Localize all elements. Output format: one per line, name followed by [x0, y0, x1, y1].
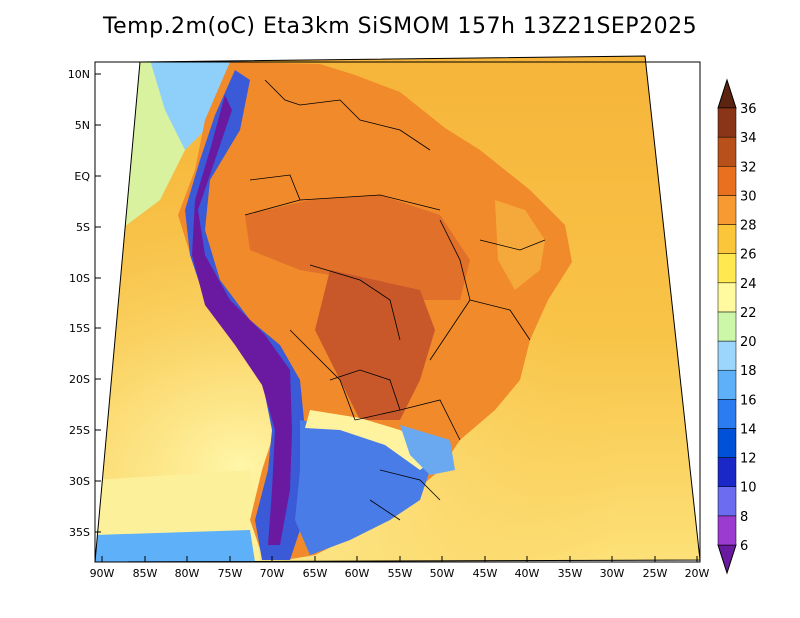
lat-label: 5S: [76, 221, 90, 234]
country-borders: [244, 79, 546, 521]
lon-label: 80W: [175, 567, 200, 580]
colorbar-label: 24: [740, 277, 757, 292]
lon-label: 70W: [260, 567, 285, 580]
lon-label: 90W: [90, 567, 115, 580]
lon-label: 35W: [558, 567, 583, 580]
lat-label: 10N: [68, 68, 90, 81]
amazon-hot-area: [245, 195, 470, 300]
colorbar-label: 20: [740, 335, 757, 350]
south-yellow-band: [305, 410, 440, 470]
colorbar-label: 8: [740, 510, 748, 525]
lon-label: 45W: [473, 567, 498, 580]
colorbar-label: 12: [740, 452, 757, 467]
colorbar-label: 34: [740, 131, 757, 146]
andes-purple-core: [192, 95, 292, 545]
colorbar-segment: [717, 369, 737, 400]
colorbar-segment: [717, 311, 737, 342]
colorbar-segment: [717, 399, 737, 429]
colorbar-segment: [717, 224, 737, 254]
colorbar-segment: [717, 107, 737, 138]
lon-label: 50W: [430, 567, 455, 580]
pacific-cool-cyan: [150, 60, 240, 150]
lon-label: 85W: [133, 567, 158, 580]
latitude-axis: 10N 5N EQ 5S 10S 15S 20S 25S 30S 35S: [68, 68, 101, 539]
colorbar-label: 36: [740, 102, 757, 117]
longitude-axis: 90W 85W 80W 75W 70W 65W 60W 55W 50W 45W …: [90, 556, 710, 580]
central-hot-area: [315, 270, 435, 420]
colorbar-segment: [717, 253, 737, 284]
colorbar-segment: [717, 195, 737, 225]
south-light-blue: [400, 425, 455, 475]
lat-label: 15S: [69, 322, 90, 335]
colorbar-segment: [717, 486, 737, 517]
lat-label: 35S: [69, 526, 90, 539]
lat-label: 25S: [69, 424, 90, 437]
temperature-field: [95, 56, 700, 562]
colorbar-min-arrow: [717, 544, 737, 575]
colorbar-segment: [717, 136, 737, 167]
colorbar-label: 18: [740, 364, 757, 379]
colorbar-segment: [717, 457, 737, 487]
colorbar-label: 32: [740, 160, 757, 175]
south-pacific-blue: [95, 530, 255, 562]
colorbar-label: 10: [740, 481, 757, 496]
colorbar-label: 28: [740, 219, 757, 234]
colorbar-label: 16: [740, 393, 757, 408]
lon-label: 55W: [388, 567, 413, 580]
lon-label: 40W: [515, 567, 540, 580]
lat-label: 20S: [69, 373, 90, 386]
colorbar-segment: [717, 166, 737, 196]
colorbar-segment: [717, 515, 737, 546]
axes-box: [94, 61, 701, 563]
colorbar-segment: [717, 340, 737, 371]
colorbar-label: 22: [740, 306, 757, 321]
colorbar-label: 14: [740, 422, 757, 437]
colorbar-label: 26: [740, 248, 757, 263]
lon-label: 30W: [600, 567, 625, 580]
colorbar: 6 8 10 12 14 16 18 20 22 24 26 28 30 32 34 36: [717, 78, 757, 575]
lon-label: 60W: [345, 567, 370, 580]
colorbar-label: 30: [740, 189, 757, 204]
northeast-coast-yellow: [495, 200, 545, 290]
lat-label: 30S: [69, 475, 90, 488]
lat-label: 5N: [75, 119, 90, 132]
lon-label: 65W: [303, 567, 328, 580]
lat-label: EQ: [74, 170, 90, 183]
lon-label: 25W: [643, 567, 668, 580]
colorbar-max-arrow: [717, 78, 737, 109]
lat-label: 10S: [69, 272, 90, 285]
lon-label: 20W: [685, 567, 710, 580]
colorbar-segment: [717, 428, 737, 458]
south-cool-region: [295, 420, 430, 555]
map-title: Temp.2m(oC) Eta3km SiSMOM 157h 13Z21SEP2…: [102, 14, 698, 39]
colorbar-label: 6: [740, 539, 748, 554]
colorbar-segment: [717, 282, 737, 313]
lon-label: 75W: [218, 567, 243, 580]
